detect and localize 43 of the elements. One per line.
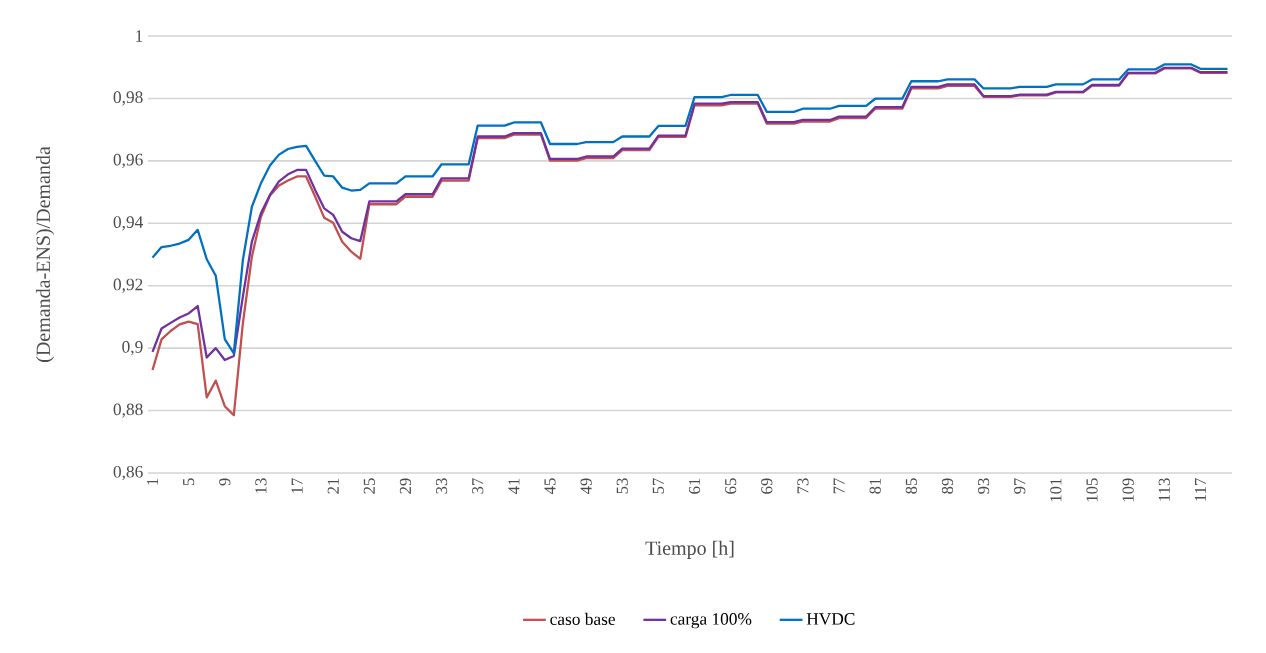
x-tick-label: 65	[725, 478, 737, 494]
x-tick-label: 5	[183, 478, 195, 486]
x-tick-label: 89	[941, 478, 954, 494]
x-tick-label: 17	[291, 478, 303, 493]
x-tick-label: 81	[869, 478, 881, 494]
x-tick-label: 57	[652, 478, 664, 494]
x-tick-label: 49	[580, 478, 592, 495]
x-tick-label: 113	[1158, 478, 1170, 501]
y-tick-label: 0,94	[113, 216, 144, 231]
x-tick-label: 13	[255, 478, 267, 493]
x-tick-label: 105	[1086, 478, 1098, 502]
y-tick-label: 0,9	[122, 341, 143, 356]
legend-label: caso base	[550, 612, 615, 626]
x-tick-label: 33	[435, 478, 448, 494]
x-tick-label: 9	[219, 478, 231, 486]
x-tick-label: 41	[508, 478, 520, 495]
x-tick-label: 53	[616, 478, 628, 494]
x-tick-label: 101	[1050, 478, 1062, 502]
x-tick-label: 1	[147, 478, 159, 485]
y-tick-label: 0,88	[113, 403, 143, 418]
x-axis-title: Tiempo [h]	[645, 540, 734, 559]
x-tick-label: 93	[977, 478, 990, 494]
x-tick-label: 109	[1122, 478, 1134, 502]
x-tick-label: 37	[472, 478, 484, 494]
y-axis-title: (Demanda-ENS)/Demanda	[35, 146, 55, 362]
legend-label: carga 100%	[670, 613, 752, 629]
x-tick-label: 21	[327, 478, 339, 494]
x-tick-label: 77	[833, 478, 845, 494]
legend-label: HVDC	[806, 613, 855, 625]
y-tick-label: 1	[136, 30, 143, 42]
y-tick-label: 0,92	[113, 278, 143, 293]
x-tick-label: 61	[688, 478, 701, 494]
x-tick-label: 73	[797, 478, 809, 494]
x-tick-label: 29	[399, 478, 412, 494]
x-tick-label: 45	[544, 478, 556, 495]
x-tick-label: 69	[761, 478, 773, 494]
y-tick-label: 0,86	[113, 465, 143, 481]
x-tick-label: 97	[1014, 478, 1026, 494]
x-tick-label: 117	[1194, 478, 1206, 501]
x-tick-label: 25	[363, 478, 375, 494]
x-tick-label: 85	[905, 478, 917, 494]
y-tick-label: 0,96	[113, 153, 143, 168]
y-tick-label: 0,98	[113, 91, 143, 106]
